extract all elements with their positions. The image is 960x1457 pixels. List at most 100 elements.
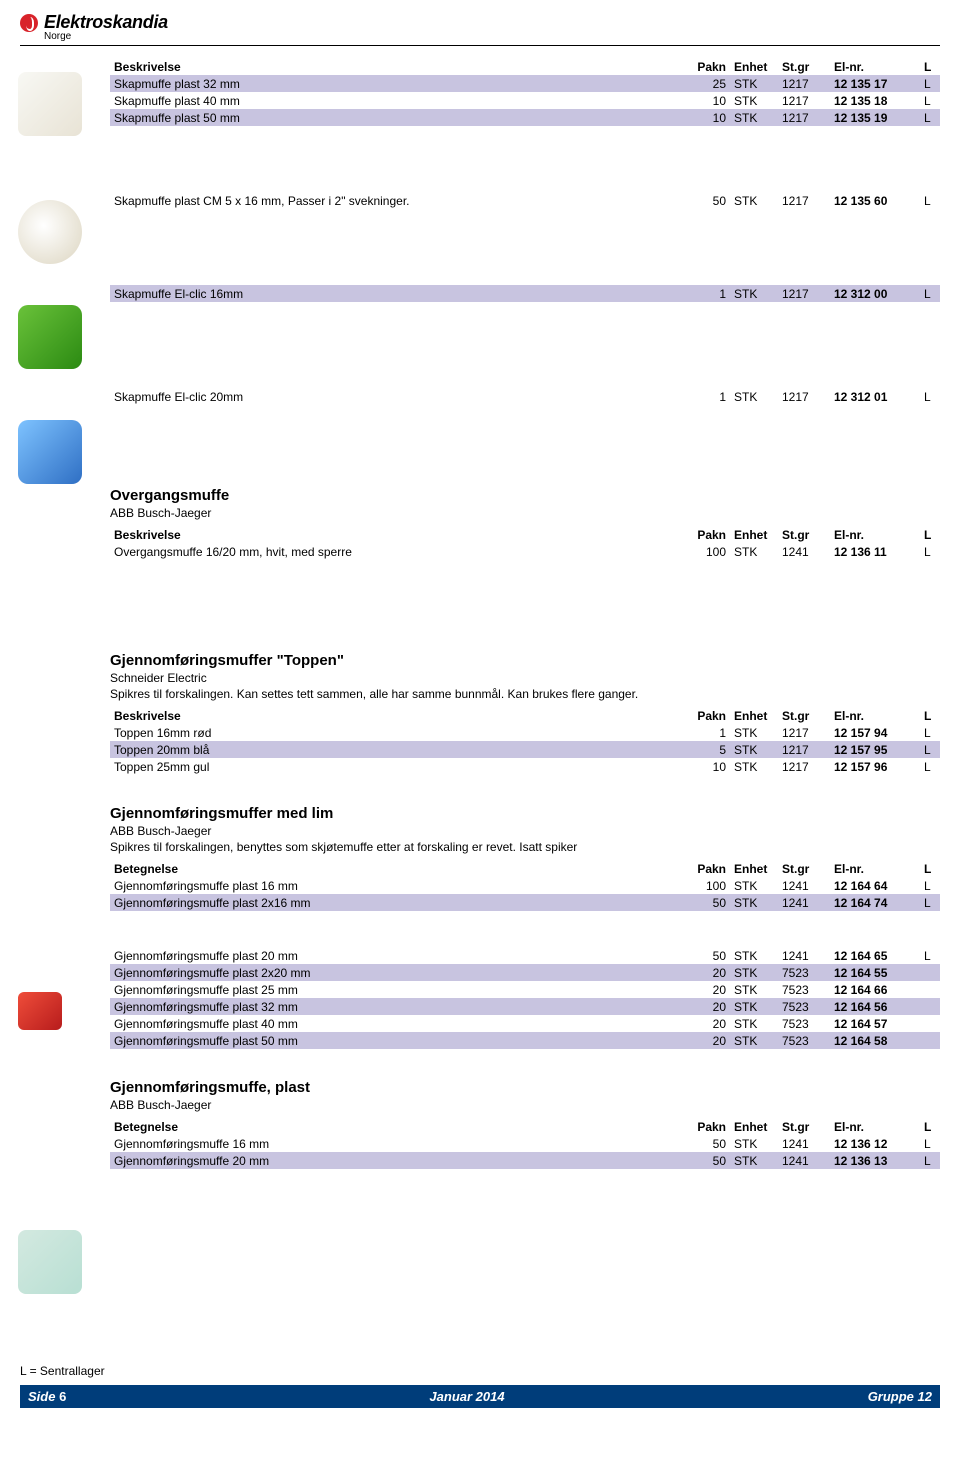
table-row: Gjennomføringsmuffe plast 32 mm20STK7523…: [110, 998, 940, 1015]
cell-desc: Skapmuffe plast 50 mm: [110, 109, 682, 126]
content-area: BeskrivelsePaknEnhetSt.grEl-nr.LSkapmuff…: [110, 58, 940, 1169]
cell-pakn: 20: [682, 998, 730, 1015]
col-pakn: Pakn: [682, 707, 730, 724]
cell-stgr: 1217: [778, 75, 830, 92]
cell-desc: Toppen 25mm gul: [110, 758, 682, 775]
product-thumbnail: [18, 420, 88, 487]
cell-elnr: 12 135 18: [830, 92, 920, 109]
table-row: Skapmuffe plast CM 5 x 16 mm, Passer i 2…: [110, 192, 940, 209]
col-elnr: El-nr.: [830, 1118, 920, 1135]
col-stgr: St.gr: [778, 58, 830, 75]
section-title: Gjennomføringsmuffer med lim: [110, 805, 940, 822]
cell-elnr: 12 157 95: [830, 741, 920, 758]
thumbnail-icon: [18, 72, 82, 136]
cell-stgr: 1241: [778, 1152, 830, 1169]
cell-stgr: 1217: [778, 724, 830, 741]
cell-stgr: 7523: [778, 1032, 830, 1049]
cell-elnr: 12 164 56: [830, 998, 920, 1015]
product-thumbnail: [18, 72, 88, 139]
cell-desc: Gjennomføringsmuffe plast 25 mm: [110, 981, 682, 998]
table-row: Gjennomføringsmuffe plast 40 mm20STK7523…: [110, 1015, 940, 1032]
table-7: BetegnelsePaknEnhetSt.grEl-nr.LGjennomfø…: [110, 860, 940, 911]
brand-logo-icon: [20, 14, 38, 32]
table-row: Toppen 20mm blå5STK121712 157 95L: [110, 741, 940, 758]
cell-l: L: [920, 724, 940, 741]
col-l: L: [920, 707, 940, 724]
cell-pakn: 1: [682, 388, 730, 405]
table-header-row: BeskrivelsePaknEnhetSt.grEl-nr.L: [110, 526, 940, 543]
cell-desc: Gjennomføringsmuffe plast 2x20 mm: [110, 964, 682, 981]
table-row: Skapmuffe El-clic 16mm1STK121712 312 00L: [110, 285, 940, 302]
cell-enhet: STK: [730, 109, 778, 126]
cell-elnr: 12 136 11: [830, 543, 920, 560]
cell-l: L: [920, 192, 940, 209]
cell-l: [920, 981, 940, 998]
table-row: Overgangsmuffe 16/20 mm, hvit, med sperr…: [110, 543, 940, 560]
cell-pakn: 50: [682, 947, 730, 964]
cell-elnr: 12 135 19: [830, 109, 920, 126]
cell-l: L: [920, 947, 940, 964]
thumbnail-icon: [18, 305, 82, 369]
table-row: Gjennomføringsmuffe plast 20 mm50STK1241…: [110, 947, 940, 964]
cell-stgr: 1217: [778, 388, 830, 405]
cell-l: [920, 1032, 940, 1049]
col-elnr: El-nr.: [830, 526, 920, 543]
cell-elnr: 12 164 65: [830, 947, 920, 964]
section-title: Gjennomføringsmuffe, plast: [110, 1079, 940, 1096]
table-row: Gjennomføringsmuffe 16 mm50STK124112 136…: [110, 1135, 940, 1152]
cell-elnr: 12 164 74: [830, 894, 920, 911]
cell-l: L: [920, 75, 940, 92]
cell-elnr: 12 312 01: [830, 388, 920, 405]
table-5: BeskrivelsePaknEnhetSt.grEl-nr.LOvergang…: [110, 526, 940, 560]
col-stgr: St.gr: [778, 526, 830, 543]
cell-elnr: 12 135 17: [830, 75, 920, 92]
thumbnail-icon: [18, 200, 82, 264]
cell-stgr: 1217: [778, 109, 830, 126]
section-title: Overgangsmuffe: [110, 487, 940, 504]
col-pakn: Pakn: [682, 526, 730, 543]
table-row: Gjennomføringsmuffe plast 2x20 mm20STK75…: [110, 964, 940, 981]
col-l: L: [920, 860, 940, 877]
cell-enhet: STK: [730, 192, 778, 209]
cell-l: L: [920, 92, 940, 109]
table-9: BetegnelsePaknEnhetSt.grEl-nr.LGjennomfø…: [110, 1118, 940, 1169]
cell-elnr: 12 136 12: [830, 1135, 920, 1152]
cell-l: L: [920, 1135, 940, 1152]
table-row: Skapmuffe plast 32 mm25STK121712 135 17L: [110, 75, 940, 92]
cell-stgr: 1217: [778, 285, 830, 302]
cell-stgr: 1241: [778, 894, 830, 911]
cell-stgr: 1217: [778, 758, 830, 775]
cell-pakn: 1: [682, 724, 730, 741]
col-pakn: Pakn: [682, 860, 730, 877]
cell-l: L: [920, 894, 940, 911]
table-8: Gjennomføringsmuffe plast 20 mm50STK1241…: [110, 947, 940, 1049]
cell-enhet: STK: [730, 1015, 778, 1032]
col-l: L: [920, 58, 940, 75]
table-row: Gjennomføringsmuffe plast 16 mm100STK124…: [110, 877, 940, 894]
table-header-row: BetegnelsePaknEnhetSt.grEl-nr.L: [110, 860, 940, 877]
cell-desc: Gjennomføringsmuffe plast 32 mm: [110, 998, 682, 1015]
cell-stgr: 1241: [778, 877, 830, 894]
cell-desc: Gjennomføringsmuffe 20 mm: [110, 1152, 682, 1169]
cell-stgr: 1217: [778, 92, 830, 109]
cell-pakn: 20: [682, 1015, 730, 1032]
cell-enhet: STK: [730, 1152, 778, 1169]
col-desc: Beskrivelse: [110, 526, 682, 543]
thumbnail-icon: [18, 992, 62, 1030]
cell-enhet: STK: [730, 1135, 778, 1152]
cell-desc: Overgangsmuffe 16/20 mm, hvit, med sperr…: [110, 543, 682, 560]
table-row: Skapmuffe plast 40 mm10STK121712 135 18L: [110, 92, 940, 109]
cell-stgr: 1217: [778, 741, 830, 758]
cell-desc: Skapmuffe plast 40 mm: [110, 92, 682, 109]
col-enhet: Enhet: [730, 707, 778, 724]
cell-pakn: 5: [682, 741, 730, 758]
section-note: Spikres til forskalingen, benyttes som s…: [110, 840, 940, 854]
cell-desc: Gjennomføringsmuffe plast 16 mm: [110, 877, 682, 894]
col-pakn: Pakn: [682, 1118, 730, 1135]
col-enhet: Enhet: [730, 860, 778, 877]
product-thumbnail: [18, 992, 88, 1033]
cell-elnr: 12 157 96: [830, 758, 920, 775]
manufacturer: Schneider Electric: [110, 671, 940, 685]
product-thumbnail: [18, 305, 88, 372]
cell-pakn: 100: [682, 877, 730, 894]
